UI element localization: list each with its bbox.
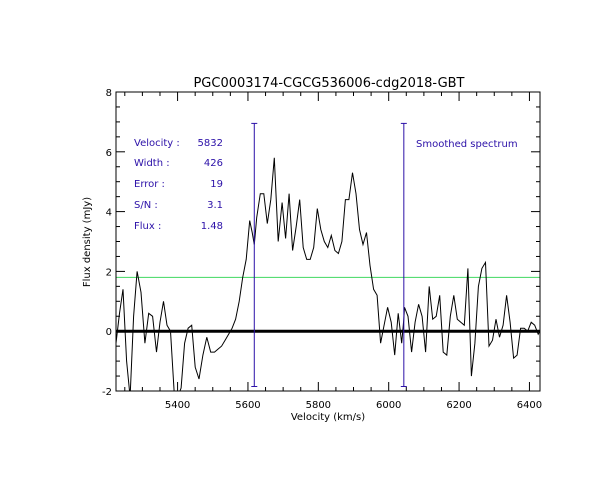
y-tick-label: 8 xyxy=(106,88,112,99)
plot-layer: 5400 5600 5800 6000 6200 6400 -2 0 2 4 6 8 xyxy=(102,88,542,411)
x-tick-label: 5600 xyxy=(235,400,260,411)
x-tick-label: 5800 xyxy=(306,400,331,411)
y-tick-label: 0 xyxy=(106,327,112,338)
stat-label-sn: S/N : xyxy=(134,200,158,211)
y-tick-label: -2 xyxy=(102,387,112,398)
stats-block: Velocity : 5832 Width : 426 Error : 19 S… xyxy=(134,138,223,232)
x-axis-label: Velocity (km/s) xyxy=(291,412,365,423)
stat-value-flux: 1.48 xyxy=(201,221,223,232)
x-tick-label: 5400 xyxy=(165,400,190,411)
y-tick-label: 6 xyxy=(106,148,112,159)
chart-title: PGC0003174-CGCG536006-cdg2018-GBT xyxy=(193,76,464,91)
x-tick-label: 6200 xyxy=(446,400,471,411)
stat-label-velocity: Velocity : xyxy=(134,138,180,149)
stat-label-width: Width : xyxy=(134,158,170,169)
stat-value-error: 19 xyxy=(210,179,223,190)
y-tick-label: 4 xyxy=(106,208,112,219)
stat-value-velocity: 5832 xyxy=(198,138,223,149)
y-tick-label: 2 xyxy=(106,267,112,278)
stat-value-width: 426 xyxy=(204,158,223,169)
stat-value-sn: 3.1 xyxy=(207,200,223,211)
stat-label-error: Error : xyxy=(134,179,165,190)
stat-label-flux: Flux : xyxy=(134,221,161,232)
x-tick-label: 6000 xyxy=(376,400,401,411)
x-tick-label: 6400 xyxy=(517,400,542,411)
spectrum-line xyxy=(116,157,540,391)
legend-label: Smoothed spectrum xyxy=(416,139,518,150)
y-axis-label: Flux density (mJy) xyxy=(82,197,93,287)
